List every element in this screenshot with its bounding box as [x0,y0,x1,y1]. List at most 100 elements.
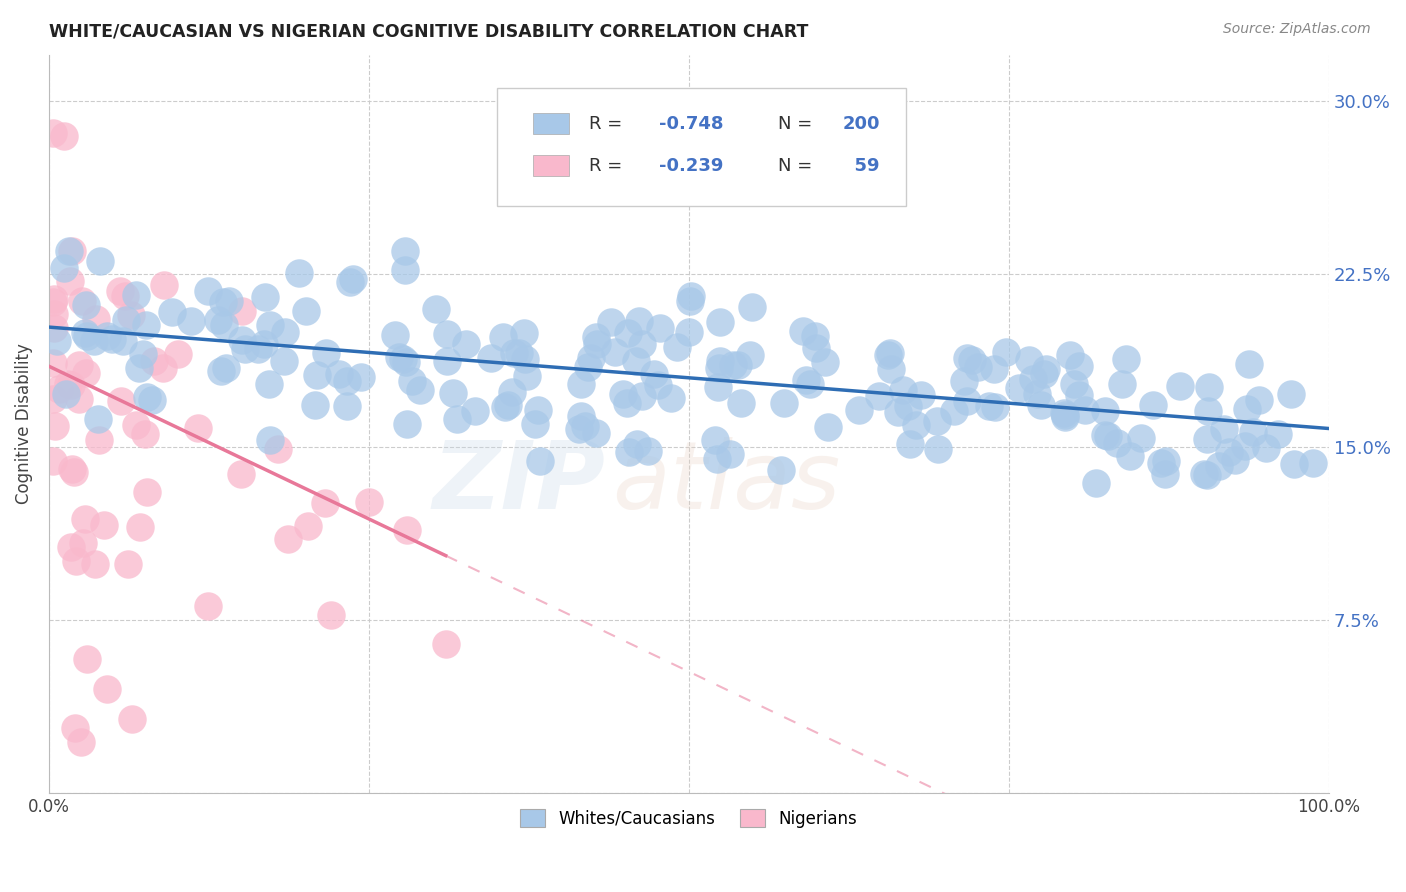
Point [96,329,118,343]
Point [896,399,918,413]
Point [1197,467,1219,482]
Point [707,360,730,375]
Point [721,358,744,372]
Point [1032,368,1054,382]
Point [143,353,166,368]
Point [1094,428,1116,442]
Point [709,353,731,368]
Point [132,347,155,361]
Point [666,340,689,354]
Point [136,485,159,500]
Point [709,316,731,330]
Point [943,404,966,418]
Point [1105,435,1128,450]
Point [84,312,107,326]
Point [983,362,1005,376]
Point [569,409,592,424]
Point [1192,467,1215,482]
Point [254,290,277,304]
Point [794,373,817,387]
Point [65,553,87,567]
Point [339,275,361,289]
Point [336,374,359,388]
Point [212,318,235,332]
Point [579,351,602,365]
Point [956,351,979,365]
Point [114,313,136,327]
Point [288,266,311,280]
Point [231,304,253,318]
Point [297,519,319,533]
Point [496,398,519,412]
Point [1067,388,1090,402]
Point [409,384,432,398]
Point [1154,454,1177,468]
Point [42,292,65,306]
Point [304,398,326,412]
Point [707,380,730,394]
Point [259,434,281,448]
Point [67,358,90,372]
Point [1054,409,1077,424]
Point [342,272,364,286]
Text: Source: ZipAtlas.com: Source: ZipAtlas.com [1223,22,1371,37]
Point [75,366,97,380]
Point [1026,386,1049,401]
Point [568,422,591,436]
Point [1237,357,1260,371]
Point [1267,426,1289,441]
Legend: Whites/Caucasians, Nigerians: Whites/Caucasians, Nigerians [512,801,866,836]
Point [569,376,592,391]
Point [42,127,65,141]
Point [995,345,1018,359]
Point [643,367,665,381]
Point [730,396,752,410]
Point [927,442,949,457]
Point [1115,352,1137,367]
Point [315,346,337,360]
Point [73,512,96,526]
Point [681,289,703,303]
Point [395,355,418,369]
Point [58,244,80,258]
Point [441,385,464,400]
Point [523,417,546,432]
Point [502,346,524,360]
Text: R =: R = [589,115,628,133]
Point [59,378,82,392]
Point [152,360,174,375]
Point [121,712,143,726]
Point [394,244,416,258]
Point [44,307,66,321]
Point [218,293,240,308]
Point [1097,429,1119,443]
Text: -0.748: -0.748 [659,115,724,133]
Point [111,334,134,348]
Point [294,303,316,318]
Point [984,401,1007,415]
Point [446,412,468,426]
Point [253,336,276,351]
Point [67,392,90,407]
Point [60,462,83,476]
Point [1035,361,1057,376]
Point [1241,425,1264,439]
Point [1074,403,1097,417]
Point [848,402,870,417]
Point [114,289,136,303]
Text: -0.239: -0.239 [659,157,724,175]
Point [42,356,65,370]
Point [1225,453,1247,467]
Point [879,346,901,360]
Point [799,377,821,392]
FancyBboxPatch shape [496,88,907,206]
Point [110,394,132,409]
Point [55,387,77,401]
Point [187,421,209,435]
Point [87,412,110,426]
Point [631,388,654,402]
Point [529,454,551,468]
Point [436,326,458,341]
Point [967,359,990,374]
Point [1168,379,1191,393]
